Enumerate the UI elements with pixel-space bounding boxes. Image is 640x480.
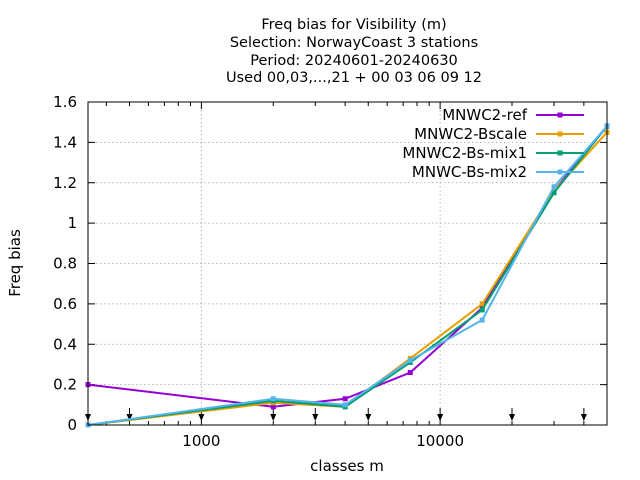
class-marker-arrow [437,408,444,421]
x-tick-label: 1000 [182,432,220,450]
legend-swatch-marker [557,150,563,156]
x-tick-label: 10000 [416,432,464,450]
data-point [551,190,557,196]
title-line-4: Used 00,03,...,21 + 00 03 06 09 12 [226,70,482,86]
data-point [407,370,413,376]
y-tick-label: 0.2 [53,376,77,394]
series-line [87,125,608,426]
y-tick-label: 1.2 [53,174,77,192]
chart-title: Freq bias for Visibility (m) Selection: … [226,17,482,86]
data-point [342,402,348,408]
y-tick-label: 0.4 [53,335,77,353]
class-marker-arrow [312,408,319,421]
legend-label: MNWC2-ref [442,106,527,124]
y-tick-label: 1.6 [53,93,77,111]
data-point [479,317,485,323]
title-line-1: Freq bias for Visibility (m) [261,17,446,33]
legend-swatch-marker [557,169,563,175]
title-line-2: Selection: NorwayCoast 3 stations [230,35,478,51]
y-tick-label: 0 [67,416,77,434]
legend-swatch-marker [557,112,563,118]
legend-label: MNWC2-Bs-mix1 [402,144,527,162]
y-axis-ticks: 0 0.2 0.4 0.6 0.8 1 1.2 1.4 1.6 [53,93,607,434]
series-MNWC2-ref [85,123,610,410]
data-point [270,404,276,410]
legend: MNWC2-refMNWC2-BscaleMNWC2-Bs-mix1MNWC-B… [402,106,584,181]
legend-entry: MNWC2-ref [442,106,584,124]
series-line [87,131,608,426]
y-tick-label: 1.4 [53,133,77,151]
plot-frame [87,101,608,426]
data-point [551,184,557,190]
class-markers [85,408,587,421]
data-point [342,396,348,402]
series-MNWC-Bs-mix2 [85,123,610,428]
legend-label: MNWC2-Bscale [414,125,527,143]
series-line [87,125,608,408]
class-marker-arrow [365,408,372,421]
class-marker-arrow [580,408,587,421]
legend-label: MNWC-Bs-mix2 [412,163,527,181]
series-group [85,123,610,428]
y-tick-label: 1 [67,214,77,232]
data-point [479,301,485,307]
title-line-3: Period: 20240601-20240630 [250,53,458,69]
y-tick-label: 0.6 [53,295,77,313]
legend-entry: MNWC2-Bscale [414,125,584,143]
legend-swatch-marker [557,131,563,137]
class-marker-arrow [126,408,133,421]
data-point [407,357,413,363]
data-point [270,396,276,402]
legend-entry: MNWC2-Bs-mix1 [402,144,584,162]
series-MNWC2-Bscale [85,129,610,428]
class-marker-arrow [508,408,515,421]
data-point [479,307,485,313]
class-marker-arrow [270,408,277,421]
series-MNWC2-Bs-mix1 [85,123,610,428]
y-axis-label: Freq bias [6,229,24,297]
grid-lines [88,102,607,425]
series-line [87,125,608,426]
legend-entry: MNWC-Bs-mix2 [412,163,584,181]
x-axis-label: classes m [310,457,384,475]
x-axis-ticks: 1000 10000 [105,102,585,450]
y-tick-label: 0.8 [53,255,77,273]
